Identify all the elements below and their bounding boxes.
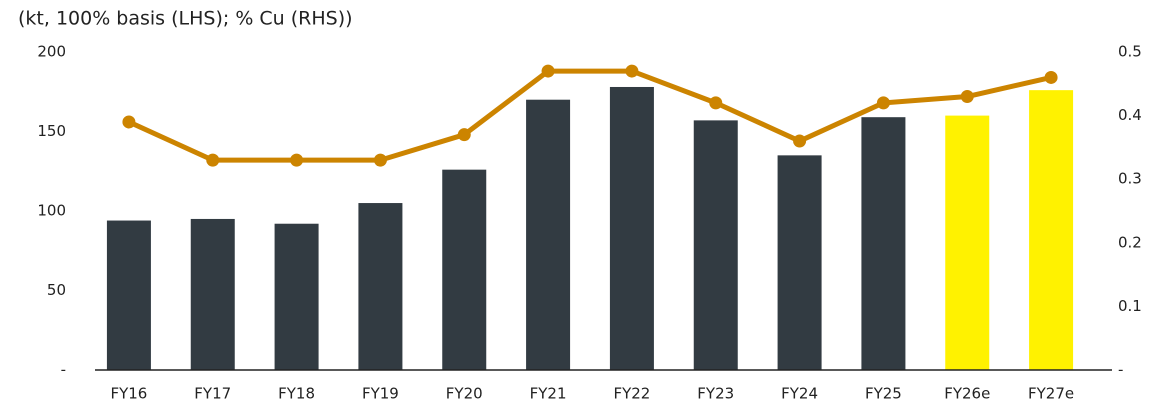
bar (190, 218, 235, 370)
x-tick-label: FY18 (278, 385, 315, 403)
y2-tick-label: 0.4 (1118, 106, 1142, 124)
bar (861, 117, 906, 370)
bar (777, 155, 822, 370)
line-marker (290, 153, 304, 167)
line-marker (373, 153, 387, 167)
line-marker (1044, 70, 1058, 84)
y2-tick-label: 0.1 (1118, 297, 1142, 315)
x-tick-label: FY23 (697, 385, 734, 403)
x-tick-label: FY16 (110, 385, 147, 403)
line-marker (960, 90, 974, 104)
line-marker (541, 64, 555, 78)
line-marker (793, 134, 807, 148)
line-marker (709, 96, 723, 110)
y-tick-label: 50 (47, 281, 66, 299)
x-tick-label: FY17 (194, 385, 231, 403)
bar (526, 99, 571, 370)
bar (693, 120, 738, 371)
y-tick-label: 200 (37, 43, 66, 61)
bar (358, 203, 403, 370)
line-marker (876, 96, 890, 110)
line-marker (206, 153, 220, 167)
y2-tick-label: 0.5 (1118, 43, 1142, 61)
y2-tick-label: 0.3 (1118, 170, 1142, 188)
x-tick-label: FY19 (362, 385, 399, 403)
line-marker (625, 64, 639, 78)
x-tick-label: FY24 (781, 385, 818, 403)
line-marker (457, 128, 471, 142)
x-tick-label: FY25 (865, 385, 902, 403)
line-marker (122, 115, 136, 129)
x-tick-label: FY26e (944, 385, 990, 403)
bar (442, 169, 487, 370)
bar (1029, 90, 1074, 370)
y-tick-label: 150 (37, 122, 66, 140)
y-tick-label: 100 (37, 202, 66, 220)
x-tick-label: FY20 (446, 385, 483, 403)
x-tick-label: FY27e (1028, 385, 1074, 403)
chart-title: (kt, 100% basis (LHS); % Cu (RHS)) (18, 8, 353, 30)
y-tick-label: - (61, 361, 66, 379)
y2-tick-label: 0.2 (1118, 233, 1142, 251)
bar (945, 115, 990, 370)
y2-tick-label: - (1118, 361, 1123, 379)
x-tick-label: FY22 (613, 385, 650, 403)
bar (274, 223, 319, 370)
x-tick-label: FY21 (530, 385, 567, 403)
line (127, 68, 1052, 163)
bar (106, 220, 151, 370)
bar (609, 86, 654, 370)
